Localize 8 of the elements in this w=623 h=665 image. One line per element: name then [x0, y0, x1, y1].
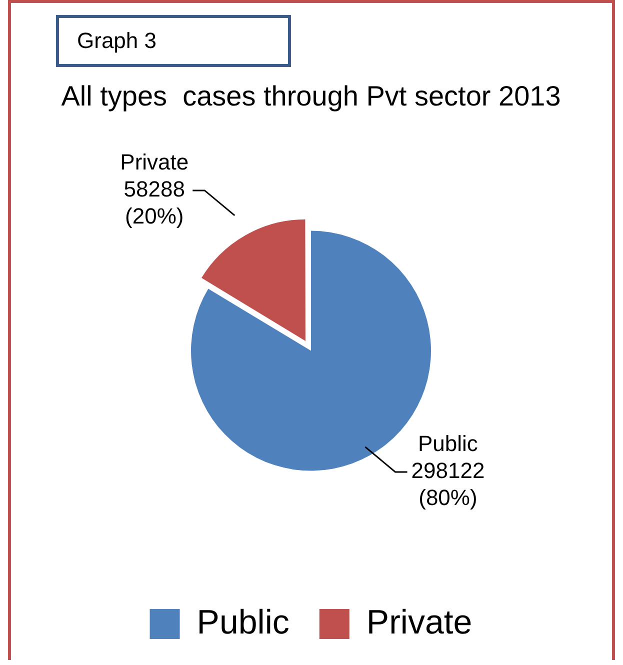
legend-label: Private [366, 603, 472, 642]
data-label: 58288 (20%) [124, 176, 185, 229]
chart-title: All types cases through Pvt sector 2013 [61, 80, 561, 112]
legend-label: Public [196, 603, 290, 642]
caption: Graph 3 [56, 15, 291, 67]
slice-label: Public [418, 431, 478, 456]
slice-label: Private [120, 150, 189, 175]
data-label: 298122 (80%) [411, 458, 485, 510]
